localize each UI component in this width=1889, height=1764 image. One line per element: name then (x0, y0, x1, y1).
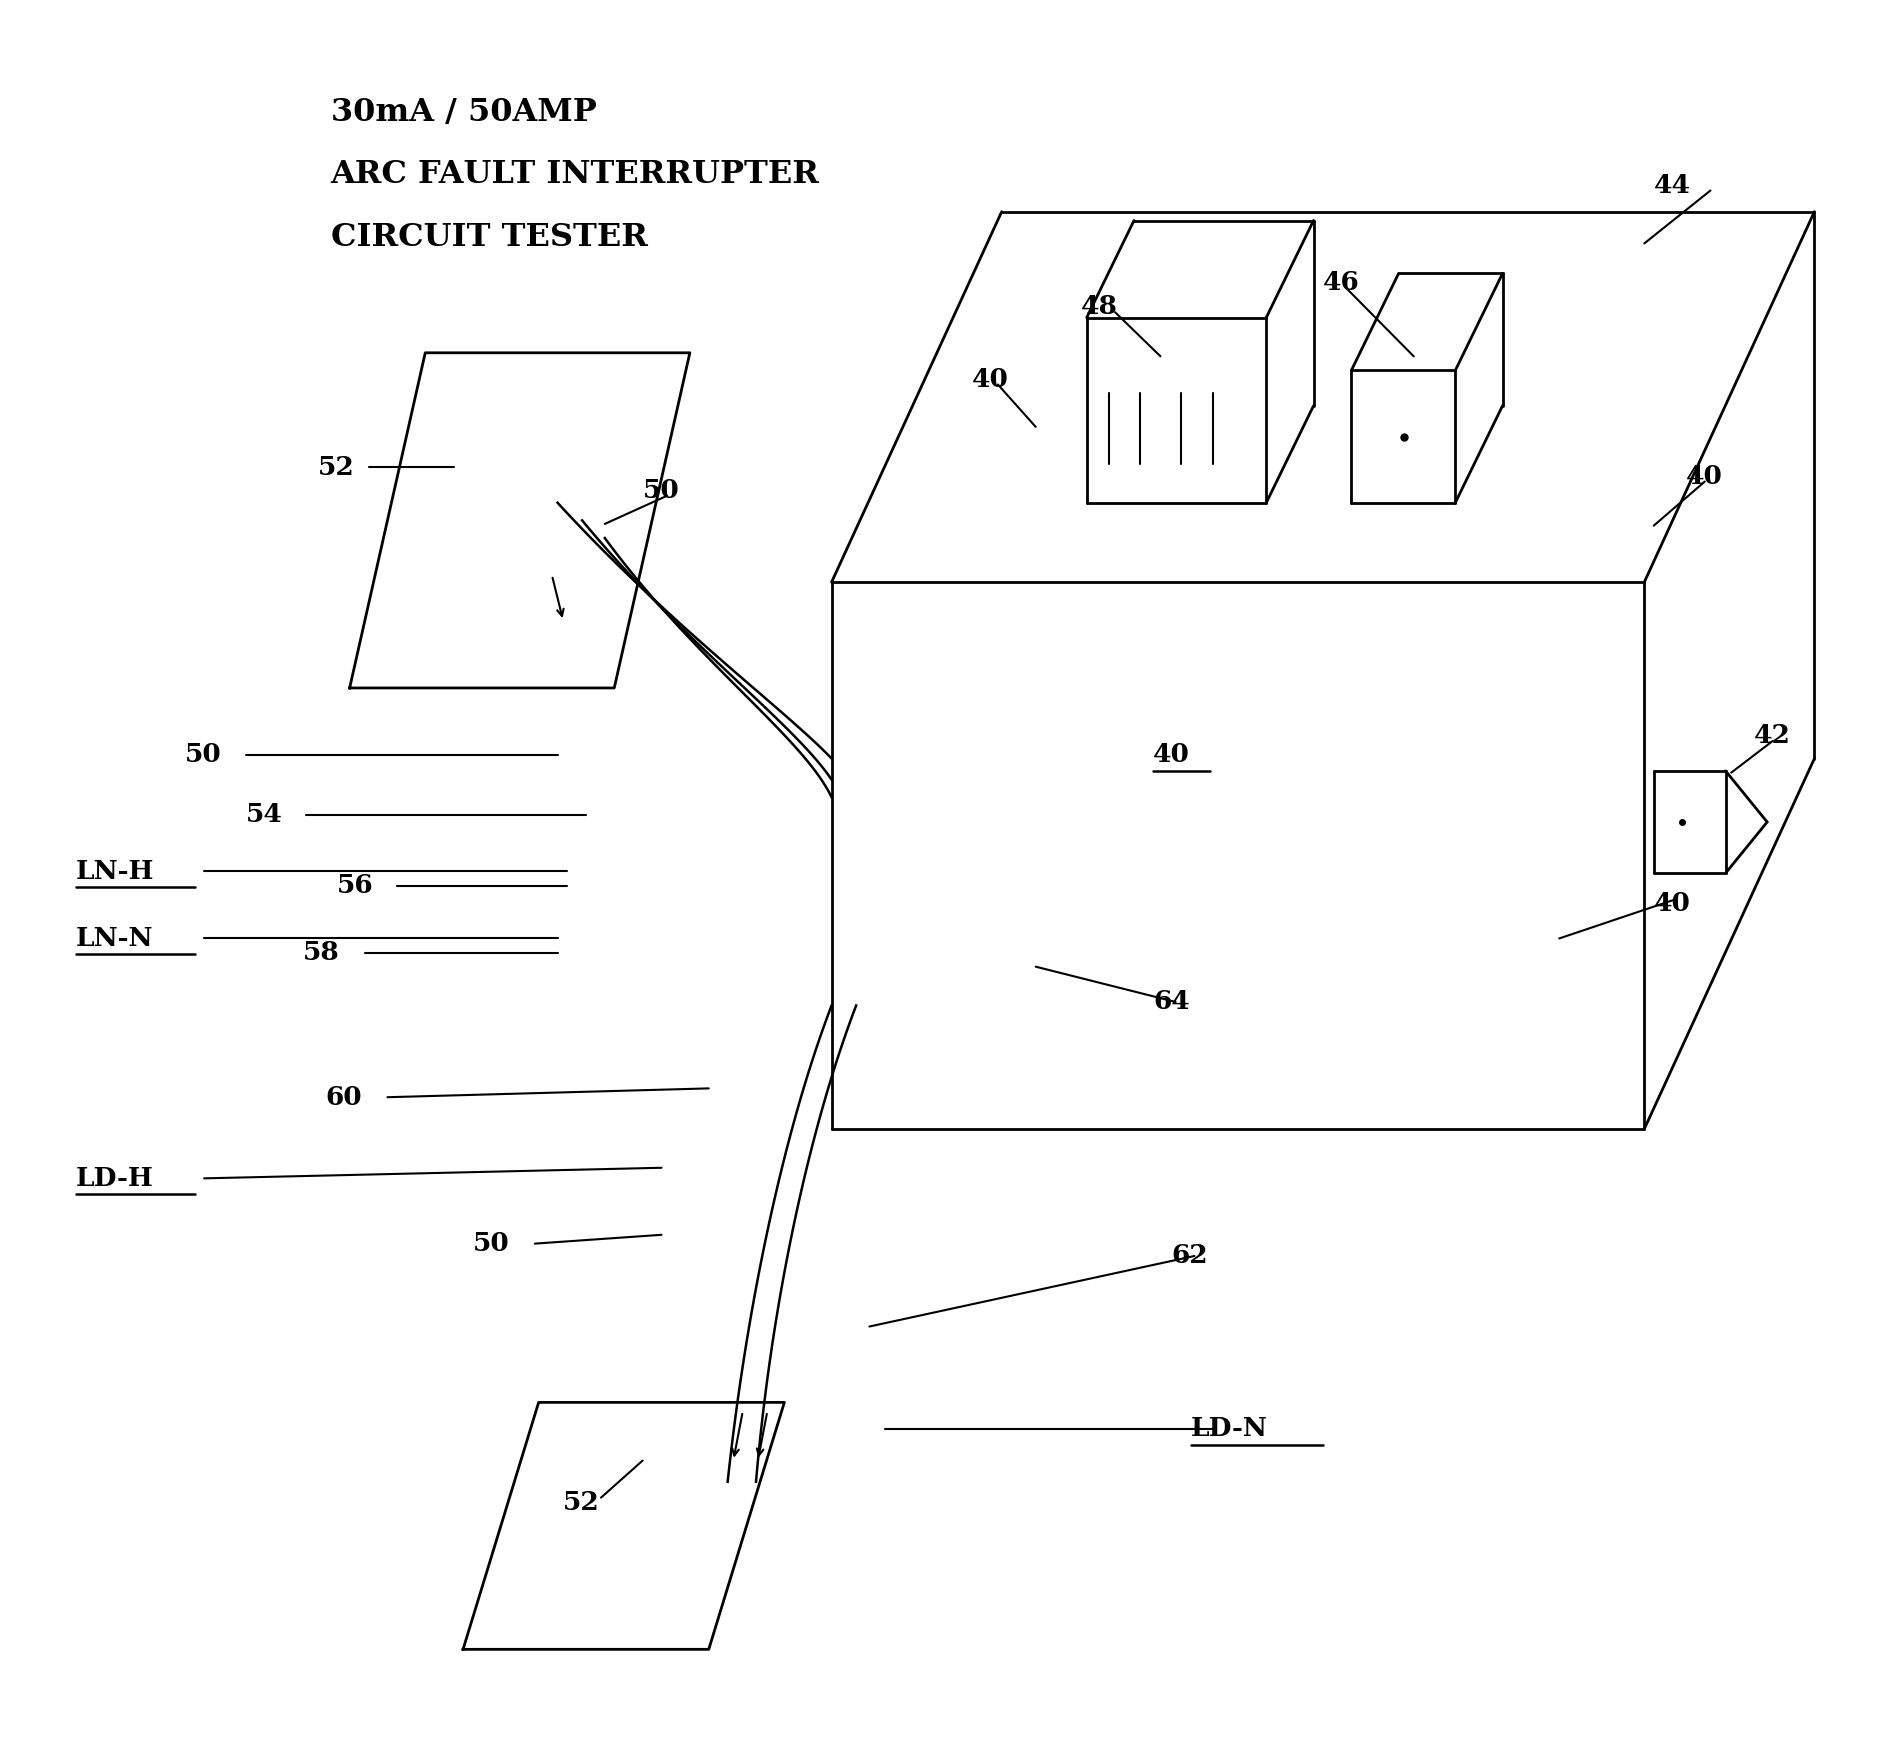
Text: 50: 50 (472, 1231, 508, 1256)
Text: 46: 46 (1322, 270, 1358, 295)
Text: 40: 40 (1653, 891, 1691, 916)
Text: 40: 40 (971, 367, 1009, 392)
Text: 50: 50 (185, 743, 221, 767)
Text: LD-H: LD-H (76, 1166, 153, 1191)
Text: 52: 52 (563, 1491, 599, 1515)
Text: 40: 40 (1685, 464, 1723, 489)
Text: 42: 42 (1753, 723, 1791, 748)
Text: ARC FAULT INTERRUPTER: ARC FAULT INTERRUPTER (331, 159, 820, 191)
Text: 50: 50 (642, 478, 678, 503)
Text: LN-N: LN-N (76, 926, 153, 951)
Text: LN-H: LN-H (76, 859, 153, 884)
Text: 56: 56 (336, 873, 372, 898)
Text: 54: 54 (246, 803, 283, 827)
Text: 30mA / 50AMP: 30mA / 50AMP (331, 97, 597, 129)
Text: 62: 62 (1171, 1244, 1207, 1268)
Text: 64: 64 (1152, 990, 1188, 1014)
Text: 48: 48 (1081, 295, 1118, 319)
Text: CIRCUIT TESTER: CIRCUIT TESTER (331, 222, 648, 254)
Text: 60: 60 (325, 1085, 361, 1110)
Text: 44: 44 (1653, 173, 1691, 198)
Text: 52: 52 (317, 455, 353, 480)
Text: 58: 58 (302, 940, 338, 965)
Text: 40: 40 (1152, 743, 1190, 767)
Text: LD-N: LD-N (1190, 1416, 1268, 1441)
